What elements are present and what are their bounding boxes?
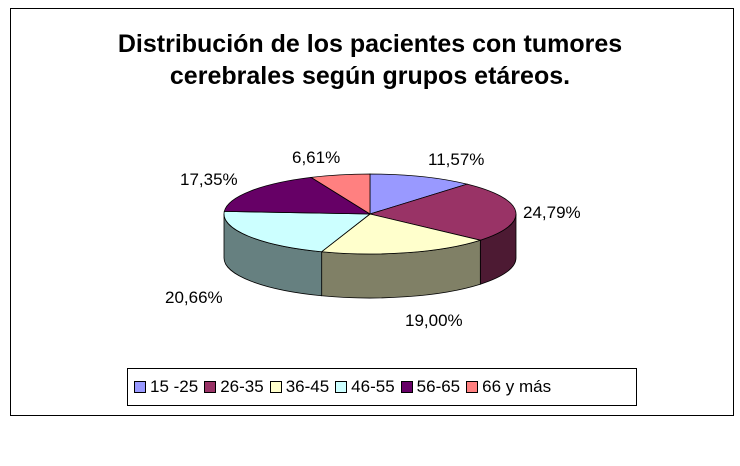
chart-title-line-1: Distribución de los pacientes con tumore… <box>118 30 622 58</box>
pie-slice-26-35 <box>368 183 517 241</box>
legend-label: 36-45 <box>285 377 330 396</box>
data-label-46-55: 20,66% <box>165 288 223 307</box>
legend-label: 66 y más <box>482 377 552 396</box>
legend-item: 66 y más <box>466 377 551 397</box>
legend-label: 46-55 <box>351 377 395 396</box>
pie-sides <box>223 213 517 299</box>
legend-item: 56-65 <box>400 377 461 397</box>
chart-title-line-2: cerebrales según grupos etáreos. <box>170 62 570 90</box>
pie-slice-46-55 <box>223 210 372 253</box>
pie-slice-15-25 <box>369 173 469 215</box>
data-label-26-35: 24,79% <box>523 203 581 222</box>
data-label-36-45: 19,00% <box>405 311 463 330</box>
legend-swatch <box>204 381 217 393</box>
legend-item: 26-35 <box>204 377 264 397</box>
legend-swatch <box>269 381 282 393</box>
legend-label: 15 -25 <box>150 377 199 396</box>
legend-item: 46-55 <box>335 377 395 397</box>
data-label-15-25: 11,57% <box>428 150 484 169</box>
legend-swatch <box>466 381 479 393</box>
pie-slice-66-y-m-s <box>309 173 371 215</box>
pie-slice-56-65 <box>223 176 372 215</box>
chart-legend: 15 -25 26-35 36-45 46-55 56-65 66 y más <box>127 368 637 406</box>
pie-slice-36-45 <box>320 213 482 255</box>
data-label-66-mas: 6,61% <box>292 148 340 167</box>
legend-swatch <box>134 381 146 393</box>
legend-label: 26-35 <box>220 377 264 396</box>
legend-label: 56-65 <box>416 377 461 396</box>
data-label-56-65: 17,35% <box>180 170 238 189</box>
legend-item: 36-45 <box>269 377 330 397</box>
legend-swatch <box>335 381 348 393</box>
legend-item: 15 -25 <box>134 377 198 397</box>
pie-top <box>223 173 517 255</box>
legend-swatch <box>400 381 413 393</box>
